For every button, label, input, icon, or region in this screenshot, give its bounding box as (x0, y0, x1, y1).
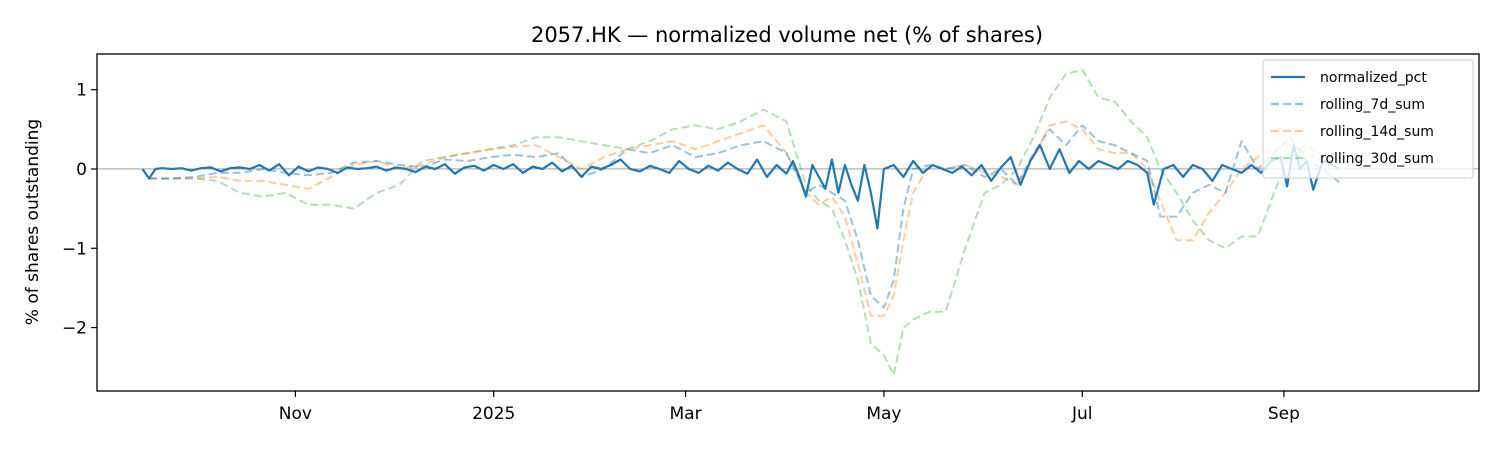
legend-label: rolling_7d_sum (1320, 97, 1425, 113)
x-tick-label: Nov (279, 404, 312, 424)
x-tick-label: Sep (1268, 404, 1300, 424)
y-axis: 1 0 −1 −2 (62, 81, 97, 339)
y-tick-label: 1 (76, 81, 87, 101)
x-tick-label: Jul (1071, 404, 1093, 424)
legend-label: rolling_30d_sum (1320, 151, 1434, 167)
y-axis-label: % of shares outstanding (23, 119, 43, 325)
series-line-rolling-30d-sum (149, 68, 1324, 377)
series-line-rolling-14d-sum (149, 120, 1324, 317)
x-tick-label: May (866, 404, 901, 424)
x-axis: Nov 2025 Mar May Jul Sep (279, 391, 1300, 424)
y-tick-label: −2 (62, 319, 87, 339)
plot-frame (96, 53, 1480, 392)
series-line-normalized-pct (141, 144, 1340, 230)
y-tick-label: 0 (76, 160, 87, 180)
legend-box (1262, 59, 1474, 179)
x-tick-label: Mar (670, 404, 702, 424)
legend-label: normalized_pct (1320, 70, 1427, 86)
legend: normalized_pct rolling_7d_sum rolling_14d_… (1262, 59, 1474, 179)
chart-title: 2057.HK — normalized volume net (% of sh… (531, 23, 1043, 47)
legend-label: rolling_14d_sum (1320, 124, 1434, 140)
y-tick-label: −1 (62, 239, 87, 259)
series-line-rolling-7d-sum (149, 124, 1344, 309)
x-tick-label: 2025 (472, 404, 515, 424)
series-layer (141, 68, 1344, 377)
